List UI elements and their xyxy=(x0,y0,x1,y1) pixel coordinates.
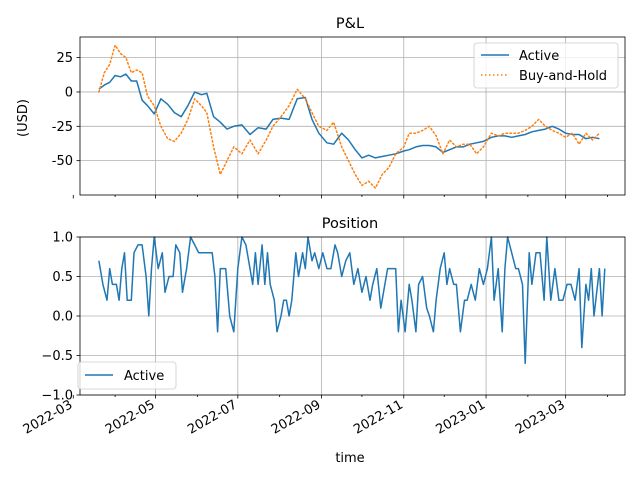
position-yticks: 1.0 0.5 0.0 −0.5 −1.0 xyxy=(41,231,80,404)
position-ytick-label-0: 1.0 xyxy=(52,231,73,246)
position-series xyxy=(98,236,606,365)
legend-buy-and-hold-label: Buy-and-Hold xyxy=(519,69,607,84)
pnl-axes: P&L (USD) 25 0 -25 -50 Active Buy-and-Hold xyxy=(16,16,626,199)
position-ytick-label-3: −0.5 xyxy=(41,349,73,364)
pnl-ytick-label-3: -50 xyxy=(52,154,73,169)
pnl-ylabel: (USD) xyxy=(16,99,31,137)
position-ytick-label-2: 0.0 xyxy=(52,310,73,325)
position-ytick-label-1: 0.5 xyxy=(52,270,73,285)
pnl-series-buy-and-hold xyxy=(98,44,601,189)
position-legend-box xyxy=(77,361,177,390)
x-axis-label: time xyxy=(335,451,364,466)
pnl-title: P&L xyxy=(336,16,364,32)
pnl-frame xyxy=(79,36,626,196)
pnl-series xyxy=(98,44,601,189)
pnl-ytick-label-2: -25 xyxy=(52,120,73,135)
pnl-ytick-label-0: 25 xyxy=(56,51,73,66)
pnl-series-active xyxy=(98,73,600,159)
position-series-active xyxy=(98,236,606,365)
legend-position-active-label: Active xyxy=(124,369,164,384)
pnl-ytick-label-1: 0 xyxy=(65,85,73,100)
pnl-yticks: 25 0 -25 -50 xyxy=(52,51,80,169)
legend-active-label: Active xyxy=(519,49,559,64)
position-ytick-label-4: −1.0 xyxy=(41,389,73,404)
position-frame xyxy=(79,236,626,396)
pnl-legend: Active Buy-and-Hold xyxy=(473,42,619,89)
pnl-legend-box xyxy=(473,42,619,89)
position-legend: Active xyxy=(77,361,177,390)
position-title: Position xyxy=(322,216,378,232)
